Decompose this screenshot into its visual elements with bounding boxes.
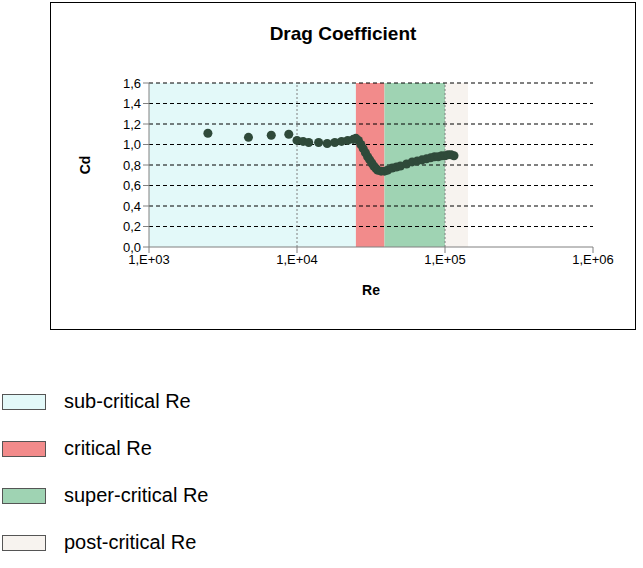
svg-text:Cd: Cd (77, 156, 93, 175)
html-text:sub-critical Re: sub-critical Re (64, 390, 191, 412)
svg-text:1,4: 1,4 (123, 96, 141, 111)
svg-text:1,E+04: 1,E+04 (276, 252, 318, 267)
svg-text:1,E+05: 1,E+05 (424, 252, 466, 267)
svg-text:0,4: 0,4 (123, 199, 141, 214)
svg-text:Re: Re (362, 282, 380, 298)
svg-text:1,0: 1,0 (123, 137, 141, 152)
html-text:super-critical Re: super-critical Re (64, 484, 209, 506)
html-text:Drag Coefficient: Drag Coefficient (269, 23, 417, 44)
svg-text:0,8: 0,8 (123, 158, 141, 173)
svg-text:1,E+03: 1,E+03 (128, 252, 170, 268)
svg-text:0,2: 0,2 (123, 219, 141, 234)
svg-text:0,0: 0,0 (123, 240, 141, 255)
html-text:critical Re: critical Re (64, 437, 152, 459)
svg-text:1,2: 1,2 (123, 117, 141, 132)
svg-text:1,E+06: 1,E+06 (572, 252, 614, 267)
svg-text:1,6: 1,6 (123, 76, 141, 91)
svg-text:0,6: 0,6 (123, 178, 141, 193)
html-text:post-critical Re: post-critical Re (64, 531, 197, 553)
